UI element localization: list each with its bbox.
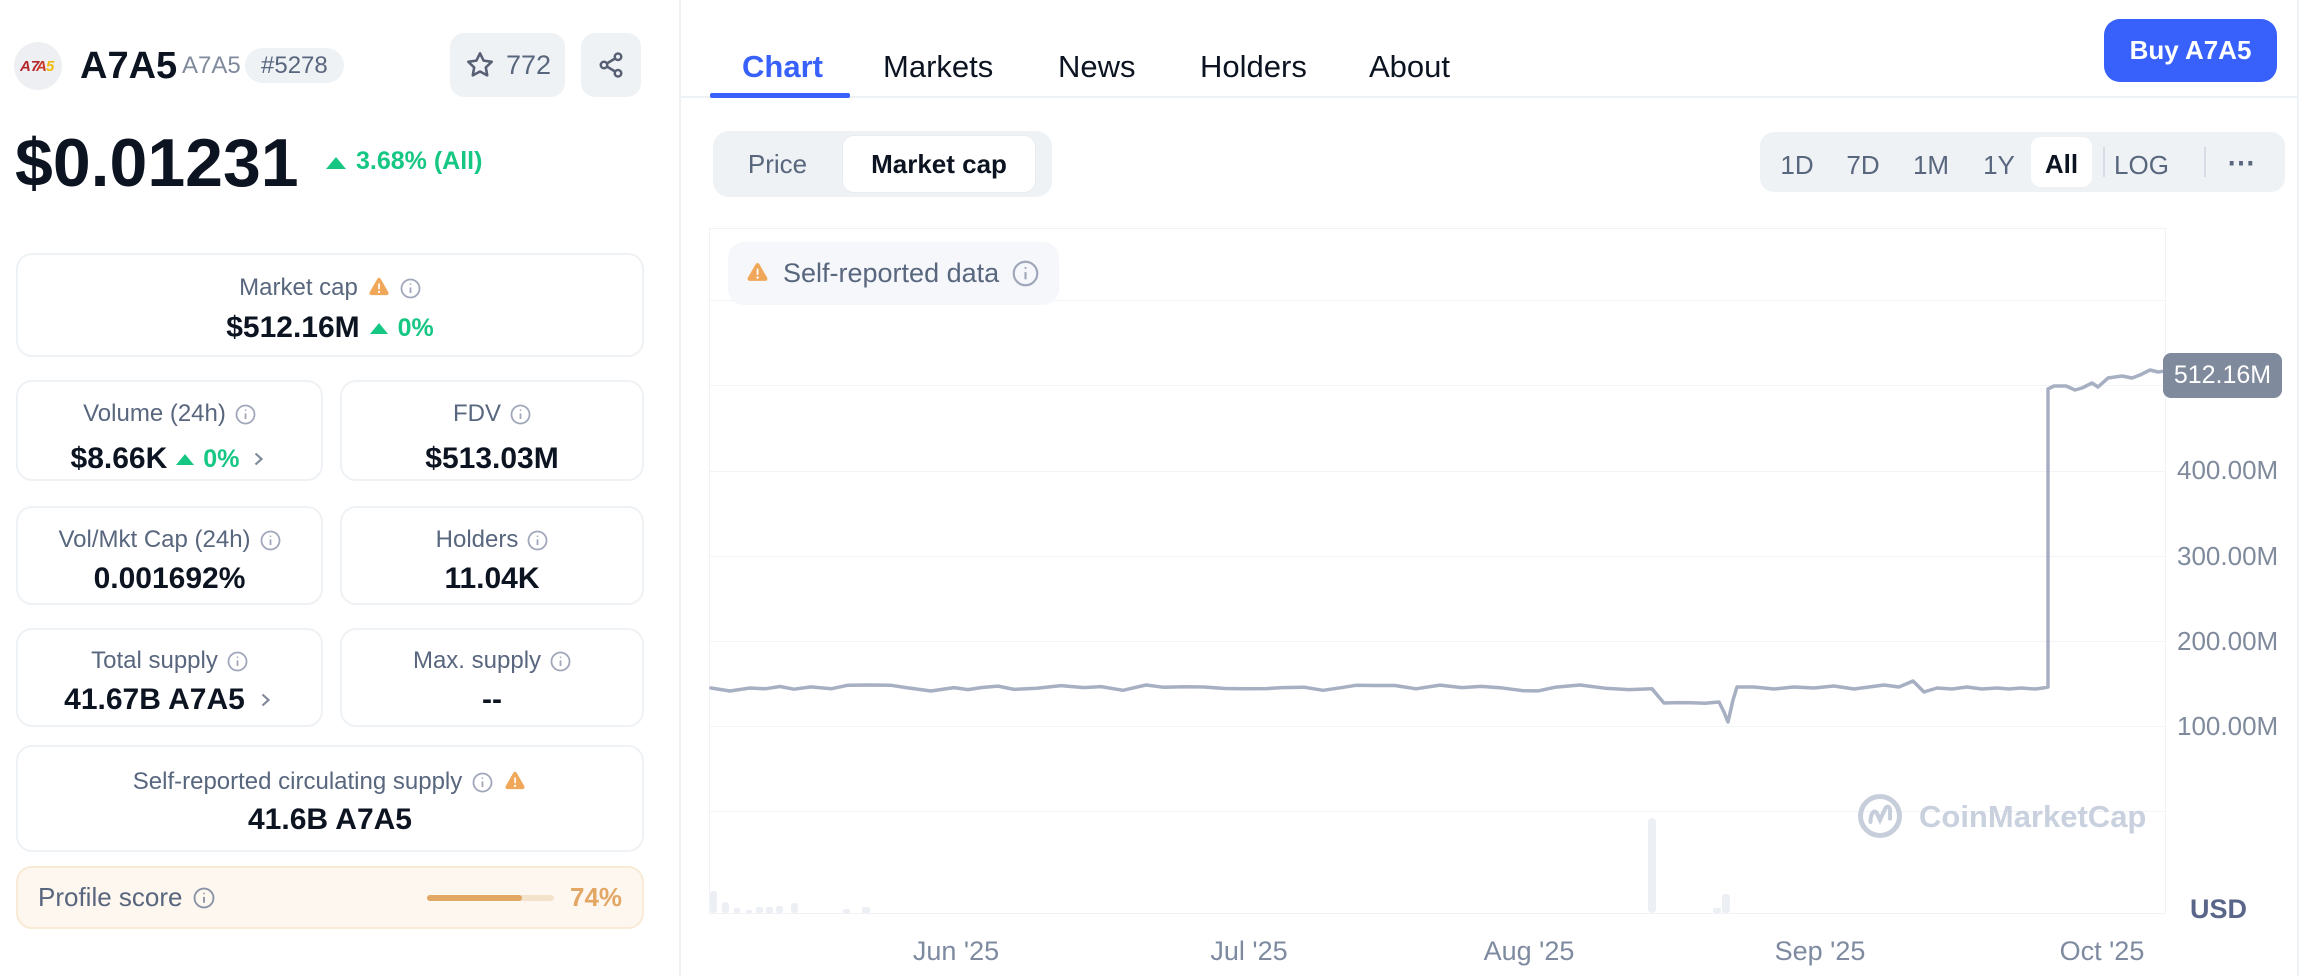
svg-text:A: A <box>35 58 47 75</box>
svg-text:5: 5 <box>46 58 55 75</box>
svg-text:A7: A7 <box>20 58 40 75</box>
